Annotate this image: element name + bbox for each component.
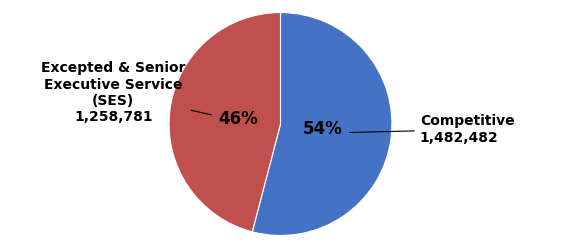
Text: Excepted & Senior
Executive Service
(SES)
1,258,781: Excepted & Senior Executive Service (SES… (41, 62, 211, 124)
Text: Competitive
1,482,482: Competitive 1,482,482 (350, 115, 514, 145)
Text: 54%: 54% (302, 121, 342, 138)
Wedge shape (252, 13, 392, 235)
Wedge shape (169, 13, 280, 232)
Text: 46%: 46% (219, 110, 259, 127)
